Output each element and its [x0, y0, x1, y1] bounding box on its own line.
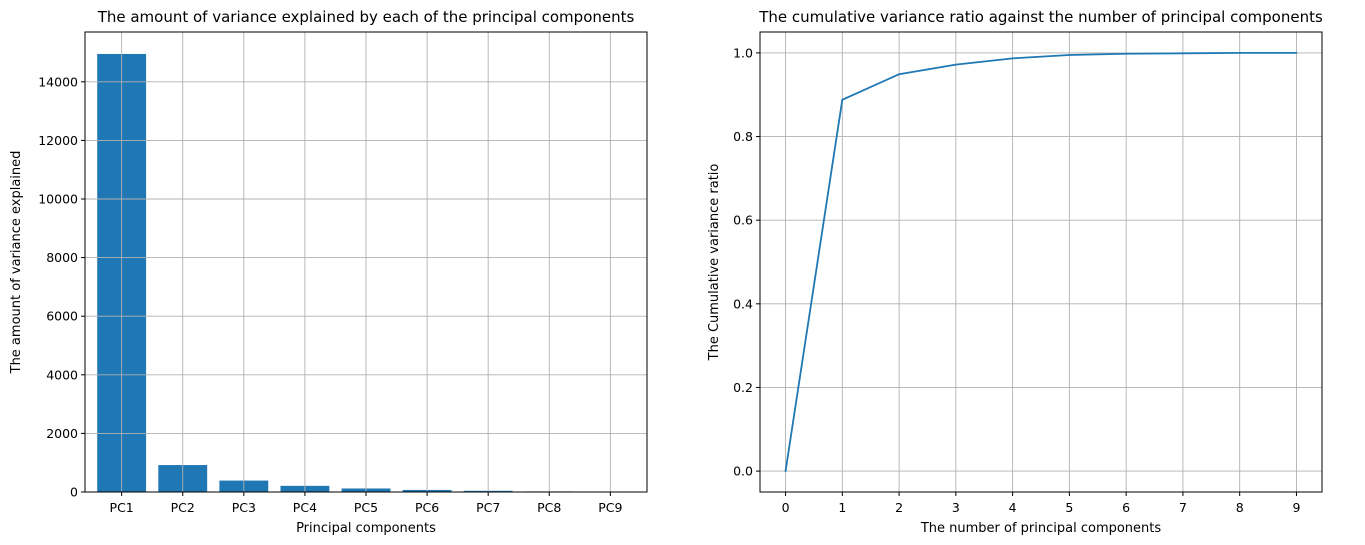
line-chart-series	[784, 52, 1298, 472]
line-point	[1182, 52, 1184, 55]
bar-chart-xlabel: Principal components	[296, 521, 436, 536]
x-tick-label: PC4	[293, 500, 317, 515]
x-tick-label: PC3	[232, 500, 256, 515]
y-tick-label: 0.6	[733, 213, 753, 228]
y-tick-label: 6000	[46, 309, 78, 324]
y-tick-label: 1.0	[733, 45, 753, 60]
y-tick-label: 14000	[38, 74, 78, 89]
x-tick-label: 8	[1236, 500, 1244, 515]
line-chart-cumulative: The cumulative variance ratio against th…	[707, 8, 1323, 536]
bar-chart-frame	[84, 31, 648, 493]
bar-chart-title: The amount of variance explained by each…	[97, 8, 635, 26]
line-point	[841, 98, 844, 101]
x-tick-label: PC8	[537, 500, 561, 515]
line-chart-ticks: 0 1 2 3 4 5 6 7 8 9 0.0 0.2 0.4 0.6 0.8 1.0	[733, 45, 1300, 515]
x-tick-label: PC7	[476, 500, 500, 515]
x-tick-label: PC2	[171, 500, 195, 515]
y-tick-label: 4000	[46, 367, 78, 382]
y-tick-label: 8000	[46, 250, 78, 265]
line-point	[1011, 57, 1014, 60]
y-tick-label: 12000	[38, 133, 78, 148]
x-tick-label: 6	[1122, 500, 1130, 515]
x-tick-label: PC6	[415, 500, 439, 515]
x-tick-label: 9	[1292, 500, 1300, 515]
line-chart-xlabel: The number of principal components	[920, 521, 1162, 536]
x-tick-label: 2	[895, 500, 903, 515]
line-point	[1238, 52, 1241, 54]
line-point	[898, 73, 900, 76]
x-tick-label: PC5	[354, 500, 378, 515]
line-chart-ylabel: The Cumulative variance ratio	[707, 164, 722, 362]
line-chart-frame	[759, 31, 1323, 493]
y-tick-label: 0.8	[733, 129, 753, 144]
bar-chart-variance: The amount of variance explained by each…	[9, 8, 648, 536]
y-tick-label: 10000	[38, 192, 78, 207]
y-tick-label: 2000	[46, 426, 78, 441]
x-tick-label: 7	[1179, 500, 1187, 515]
x-tick-label: 0	[782, 500, 790, 515]
y-tick-label: 0.0	[733, 464, 753, 479]
x-tick-label: 1	[838, 500, 846, 515]
line-point	[954, 63, 957, 66]
x-tick-label: PC1	[110, 500, 134, 515]
line-point	[1125, 52, 1128, 55]
y-tick-label: 0.2	[733, 380, 753, 395]
line-point	[1068, 54, 1071, 56]
x-tick-label: 5	[1065, 500, 1073, 515]
y-tick-label: 0.4	[733, 296, 753, 311]
line-point	[1295, 52, 1298, 54]
x-tick-label: 4	[1009, 500, 1017, 515]
y-tick-label: 0	[70, 485, 78, 500]
bar-chart-ylabel: The amount of variance explained	[9, 151, 24, 375]
cumulative-variance-line	[784, 52, 1297, 472]
line-chart-title: The cumulative variance ratio against th…	[758, 8, 1323, 26]
line-point	[784, 470, 787, 472]
x-tick-label: PC9	[598, 500, 622, 515]
x-tick-label: 3	[952, 500, 960, 515]
